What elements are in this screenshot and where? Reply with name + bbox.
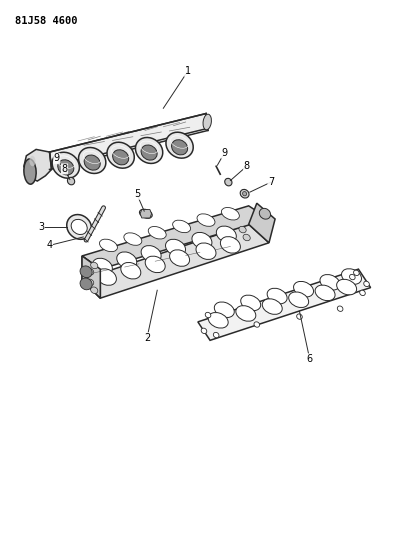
Ellipse shape: [91, 287, 98, 294]
Ellipse shape: [240, 189, 249, 198]
Text: 4: 4: [47, 240, 53, 251]
Ellipse shape: [297, 314, 302, 319]
Ellipse shape: [192, 232, 212, 249]
Ellipse shape: [80, 278, 92, 290]
Ellipse shape: [124, 233, 142, 245]
Ellipse shape: [243, 191, 247, 196]
Ellipse shape: [203, 114, 211, 130]
Polygon shape: [82, 256, 101, 298]
Ellipse shape: [360, 290, 365, 296]
Ellipse shape: [221, 207, 239, 220]
Ellipse shape: [145, 256, 165, 273]
Ellipse shape: [79, 148, 106, 173]
Ellipse shape: [141, 145, 157, 160]
Polygon shape: [49, 114, 208, 166]
Ellipse shape: [29, 156, 35, 166]
Ellipse shape: [166, 132, 193, 158]
Ellipse shape: [80, 266, 92, 278]
Ellipse shape: [71, 220, 87, 235]
Ellipse shape: [349, 274, 355, 280]
Polygon shape: [198, 269, 371, 341]
Ellipse shape: [201, 328, 207, 334]
Text: 7: 7: [268, 177, 274, 187]
Ellipse shape: [353, 270, 359, 276]
Ellipse shape: [67, 215, 91, 239]
Ellipse shape: [214, 302, 234, 318]
Ellipse shape: [259, 208, 271, 219]
Text: 1: 1: [185, 66, 191, 76]
Ellipse shape: [196, 243, 216, 260]
Ellipse shape: [148, 227, 166, 239]
Ellipse shape: [68, 177, 75, 185]
Ellipse shape: [364, 281, 369, 287]
Ellipse shape: [107, 142, 134, 168]
Ellipse shape: [262, 299, 282, 314]
Ellipse shape: [236, 305, 256, 321]
Ellipse shape: [87, 279, 94, 286]
Ellipse shape: [117, 252, 137, 269]
Text: 81J58 4600: 81J58 4600: [15, 16, 77, 26]
Ellipse shape: [239, 227, 246, 233]
Ellipse shape: [99, 239, 117, 252]
Polygon shape: [82, 206, 269, 269]
Ellipse shape: [294, 281, 314, 297]
Ellipse shape: [289, 292, 309, 308]
Text: 8: 8: [243, 161, 250, 171]
Text: 5: 5: [134, 189, 140, 199]
Ellipse shape: [136, 138, 163, 164]
Ellipse shape: [96, 269, 117, 285]
Ellipse shape: [213, 333, 219, 338]
Ellipse shape: [208, 312, 228, 328]
Ellipse shape: [254, 322, 260, 327]
Ellipse shape: [220, 237, 240, 253]
Ellipse shape: [170, 250, 190, 266]
Ellipse shape: [112, 150, 129, 165]
Ellipse shape: [141, 246, 161, 262]
Ellipse shape: [58, 160, 74, 175]
Ellipse shape: [171, 140, 187, 155]
Ellipse shape: [84, 155, 100, 170]
Ellipse shape: [315, 285, 335, 301]
Ellipse shape: [205, 312, 211, 318]
Polygon shape: [24, 149, 52, 181]
Ellipse shape: [173, 220, 191, 233]
Ellipse shape: [267, 288, 287, 304]
Ellipse shape: [342, 269, 361, 284]
Ellipse shape: [140, 209, 152, 219]
Text: 9: 9: [54, 154, 60, 164]
Text: 2: 2: [144, 333, 150, 343]
Ellipse shape: [24, 159, 36, 184]
Text: 3: 3: [38, 222, 44, 232]
Ellipse shape: [121, 262, 141, 279]
Polygon shape: [82, 256, 101, 298]
Ellipse shape: [320, 274, 340, 290]
Ellipse shape: [216, 226, 236, 243]
Text: 9: 9: [221, 148, 227, 158]
Ellipse shape: [337, 306, 343, 311]
Polygon shape: [140, 209, 152, 218]
Ellipse shape: [92, 259, 112, 274]
Ellipse shape: [91, 262, 98, 269]
Ellipse shape: [87, 269, 94, 275]
Ellipse shape: [337, 279, 357, 295]
Ellipse shape: [241, 295, 261, 311]
Text: 6: 6: [307, 354, 313, 364]
Ellipse shape: [243, 234, 250, 241]
Ellipse shape: [197, 214, 215, 227]
Ellipse shape: [52, 152, 80, 178]
Polygon shape: [82, 224, 269, 298]
Ellipse shape: [166, 239, 185, 256]
Ellipse shape: [225, 179, 232, 186]
Text: 8: 8: [61, 164, 68, 174]
Polygon shape: [249, 203, 275, 243]
